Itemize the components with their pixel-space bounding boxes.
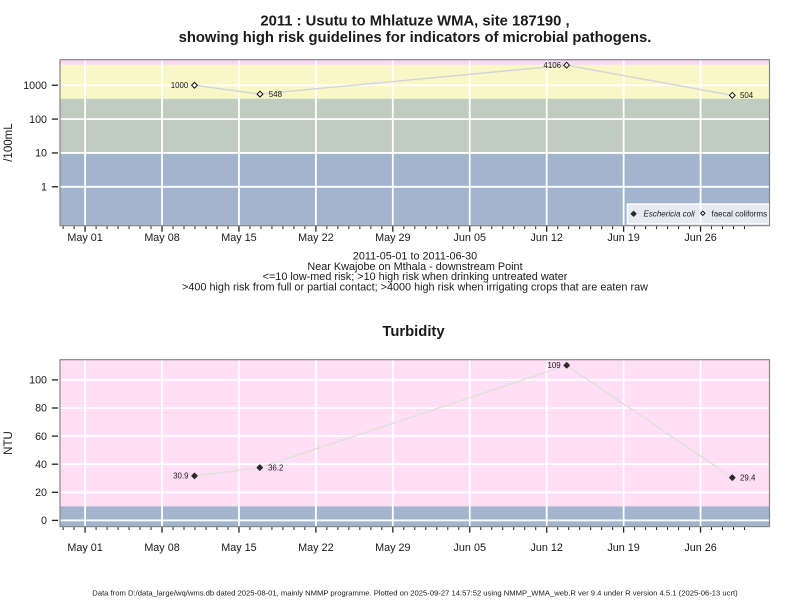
svg-text:0: 0 xyxy=(41,515,47,527)
svg-text:80: 80 xyxy=(35,403,47,415)
svg-text:Jun 19: Jun 19 xyxy=(607,542,639,554)
svg-text:2011-05-01 to 2011-06-30: 2011-05-01 to 2011-06-30 xyxy=(353,251,477,263)
svg-text:100: 100 xyxy=(29,114,47,126)
svg-text:548: 548 xyxy=(269,90,283,99)
svg-text:May 22: May 22 xyxy=(298,232,333,244)
svg-text:showing high risk guidelines f: showing high risk guidelines for indicat… xyxy=(179,30,652,46)
svg-text:<=10 low-med risk; >10 high ri: <=10 low-med risk; >10 high risk when dr… xyxy=(263,271,568,283)
svg-text:Jun 05: Jun 05 xyxy=(454,542,486,554)
svg-text:>400 high risk from full or pa: >400 high risk from full or partial cont… xyxy=(182,282,648,294)
svg-text:Data from D:/data_large/wq/wms: Data from D:/data_large/wq/wms.db dated … xyxy=(92,589,738,598)
svg-text:36.2: 36.2 xyxy=(268,463,283,472)
svg-text:109: 109 xyxy=(548,361,562,370)
svg-text:Turbidity: Turbidity xyxy=(382,324,445,340)
svg-text:/100mL: /100mL xyxy=(3,123,15,162)
svg-text:Jun 12: Jun 12 xyxy=(530,232,562,244)
svg-text:May 08: May 08 xyxy=(144,232,179,244)
svg-text:Jun 26: Jun 26 xyxy=(684,542,716,554)
svg-text:20: 20 xyxy=(35,487,47,499)
svg-text:1000: 1000 xyxy=(23,80,47,92)
svg-text:May 15: May 15 xyxy=(221,542,256,554)
svg-text:4106: 4106 xyxy=(543,61,561,70)
svg-text:504: 504 xyxy=(740,91,754,100)
svg-text:Jun 19: Jun 19 xyxy=(607,232,639,244)
svg-text:May 08: May 08 xyxy=(144,542,179,554)
svg-text:May 29: May 29 xyxy=(375,542,410,554)
svg-text:Jun 12: Jun 12 xyxy=(530,542,562,554)
svg-text:Near Kwajobe on Mthala - downs: Near Kwajobe on Mthala - downstream Poin… xyxy=(307,261,522,273)
svg-text:40: 40 xyxy=(35,459,47,471)
svg-text:60: 60 xyxy=(35,431,47,443)
svg-text:May 01: May 01 xyxy=(67,232,102,244)
svg-text:faecal coliforms: faecal coliforms xyxy=(712,210,768,219)
svg-text:1: 1 xyxy=(41,182,47,194)
svg-text:29.4: 29.4 xyxy=(740,473,756,482)
svg-text:May 22: May 22 xyxy=(298,542,333,554)
svg-text:Eschericia coli: Eschericia coli xyxy=(644,210,695,219)
svg-text:NTU: NTU xyxy=(3,431,15,455)
svg-text:May 01: May 01 xyxy=(67,542,102,554)
svg-text:May 15: May 15 xyxy=(221,232,256,244)
svg-text:30.9: 30.9 xyxy=(173,472,189,481)
svg-text:2011 : Usutu to Mhlatuze WMA,: 2011 : Usutu to Mhlatuze WMA, site 18719… xyxy=(260,14,569,30)
svg-text:Jun 26: Jun 26 xyxy=(684,232,716,244)
svg-text:100: 100 xyxy=(29,375,47,387)
svg-text:May 29: May 29 xyxy=(375,232,410,244)
svg-text:Jun 05: Jun 05 xyxy=(454,232,486,244)
svg-text:1000: 1000 xyxy=(171,81,189,90)
svg-text:10: 10 xyxy=(35,148,47,160)
